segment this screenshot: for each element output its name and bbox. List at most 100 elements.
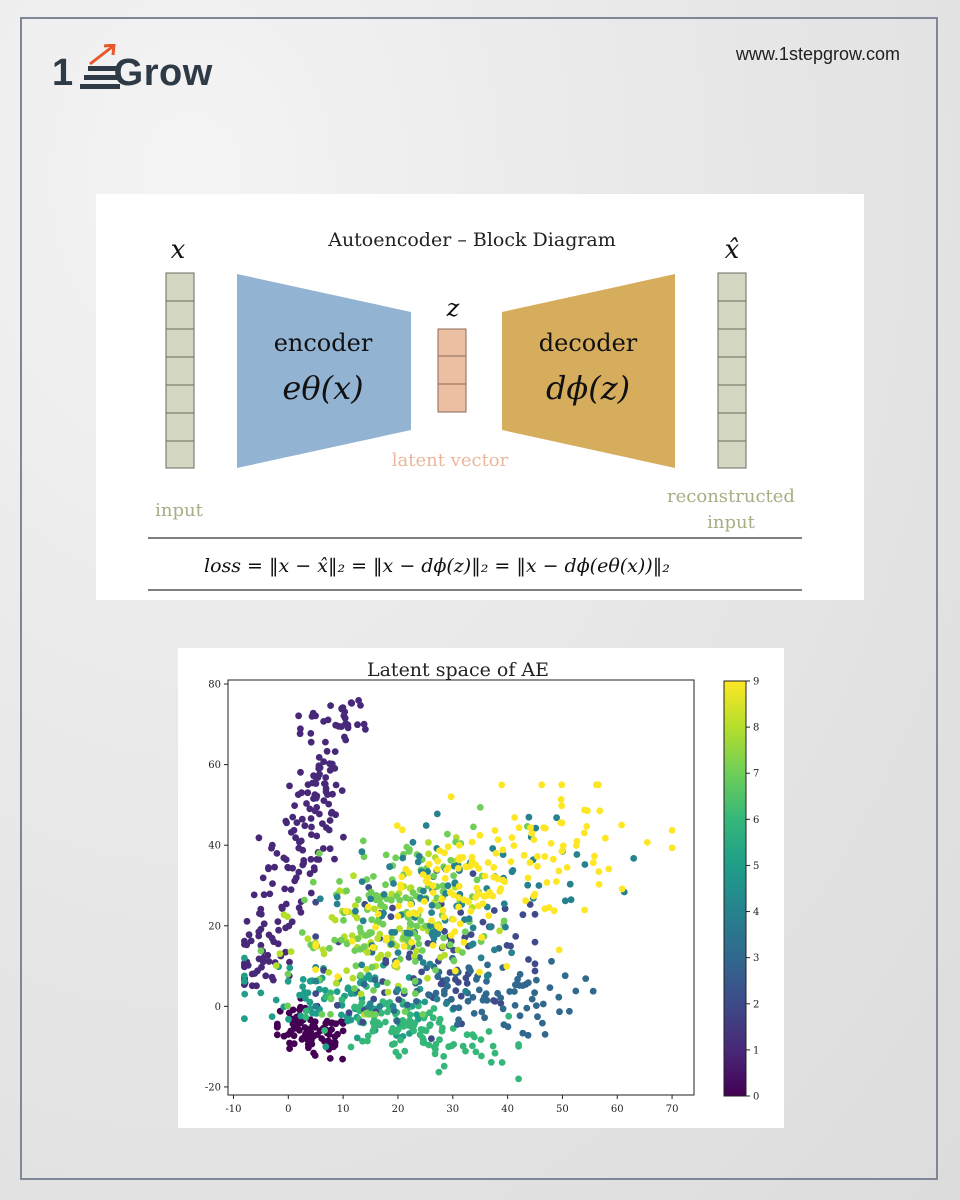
data-point: [558, 781, 566, 789]
data-point: [284, 977, 292, 985]
data-point: [605, 865, 613, 873]
data-point: [367, 888, 375, 896]
data-point: [479, 996, 487, 1004]
data-point: [273, 850, 281, 857]
data-point: [360, 980, 368, 988]
x-tick-label: 50: [556, 1104, 569, 1115]
data-point: [618, 885, 626, 893]
data-point: [365, 971, 372, 979]
data-point: [344, 985, 352, 993]
data-point: [497, 999, 505, 1007]
data-point: [354, 935, 362, 943]
data-point: [312, 966, 320, 973]
data-point: [311, 1052, 319, 1059]
data-point: [418, 947, 426, 954]
data-point: [455, 1004, 463, 1012]
data-point: [326, 1039, 334, 1046]
data-point: [399, 826, 406, 834]
data-point: [630, 855, 638, 862]
data-point: [393, 822, 401, 829]
data-point: [363, 1009, 371, 1017]
data-point: [581, 861, 589, 868]
data-point: [322, 1043, 330, 1051]
data-point: [342, 907, 350, 915]
data-point: [336, 878, 343, 885]
data-point: [380, 891, 388, 898]
data-point: [365, 1003, 373, 1010]
data-point: [364, 903, 372, 911]
data-point: [533, 1002, 540, 1009]
data-point: [447, 932, 455, 939]
data-point: [320, 966, 327, 974]
latent-symbol: z: [446, 294, 460, 322]
data-point: [455, 841, 463, 849]
data-point: [424, 874, 431, 882]
data-point: [668, 844, 676, 852]
data-point: [478, 1052, 485, 1060]
data-point: [241, 1015, 248, 1023]
data-point: [468, 838, 476, 846]
data-point: [364, 1032, 372, 1040]
encoder-function: eθ(x): [282, 369, 363, 407]
data-point: [582, 975, 590, 982]
data-point: [292, 834, 299, 842]
colorbar-tick-label: 4: [753, 907, 759, 918]
data-point: [440, 1062, 448, 1070]
x-tick-label: 0: [285, 1104, 291, 1115]
data-point: [349, 974, 357, 982]
data-point: [434, 973, 442, 981]
data-point: [395, 996, 403, 1003]
data-point: [425, 860, 433, 868]
data-point: [370, 987, 377, 994]
data-point: [486, 888, 493, 896]
data-point: [472, 893, 480, 901]
data-point: [299, 976, 307, 983]
data-point: [460, 938, 468, 946]
data-point: [408, 939, 415, 946]
data-point: [241, 962, 248, 970]
data-point: [426, 1009, 433, 1017]
data-point: [351, 947, 359, 954]
data-point: [470, 823, 477, 831]
data-point: [464, 997, 472, 1005]
data-point: [566, 1007, 573, 1015]
website-url[interactable]: www.1stepgrow.com: [735, 44, 900, 64]
data-point: [390, 880, 397, 887]
data-point: [312, 933, 320, 940]
data-point: [307, 889, 315, 897]
data-point: [326, 817, 334, 824]
data-point: [322, 993, 330, 1001]
data-point: [490, 863, 498, 871]
data-point: [394, 949, 402, 956]
data-point: [463, 980, 471, 987]
data-point: [359, 1037, 366, 1045]
data-point: [370, 873, 377, 880]
data-point: [327, 1011, 334, 1018]
loss-formula: loss = ‖x − x̂‖₂ = ‖x − dϕ(z)‖₂ = ‖x − d…: [204, 555, 670, 577]
data-point: [573, 837, 581, 845]
data-point: [528, 829, 536, 837]
data-point: [372, 923, 380, 931]
data-point: [428, 917, 435, 924]
data-point: [436, 847, 443, 855]
data-point: [440, 934, 447, 942]
y-tick-label: -20: [205, 1082, 221, 1093]
data-point: [454, 864, 462, 872]
data-point: [364, 1037, 371, 1045]
data-point: [463, 1031, 471, 1039]
data-point: [430, 1005, 438, 1012]
data-point: [534, 853, 541, 860]
data-point: [266, 890, 274, 898]
data-point: [559, 842, 567, 850]
data-point: [531, 960, 539, 968]
data-point: [555, 946, 563, 954]
data-point: [561, 897, 569, 905]
input-symbol: x: [171, 235, 186, 265]
data-point: [526, 901, 534, 908]
data-point: [440, 1053, 448, 1060]
data-point: [503, 942, 511, 949]
data-point: [275, 926, 282, 934]
data-point: [383, 936, 390, 944]
data-point: [301, 896, 308, 904]
colorbar-ticks: 0 1 2 3 4 5 6 7 8 9: [746, 677, 759, 1103]
